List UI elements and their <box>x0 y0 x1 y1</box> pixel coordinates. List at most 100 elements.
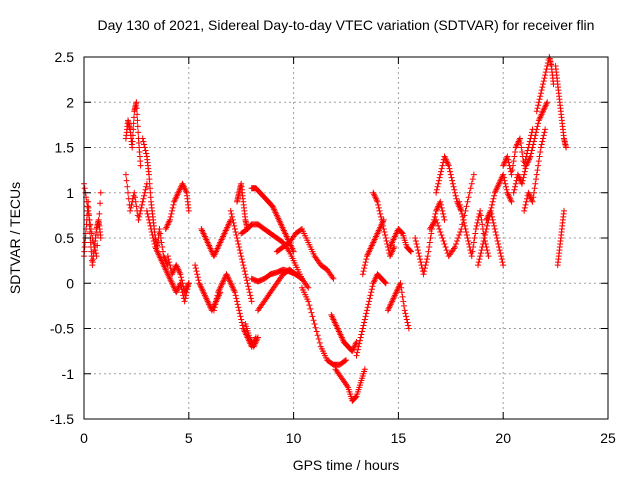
data-point <box>129 144 136 151</box>
data-point <box>471 235 478 241</box>
data-point <box>440 238 447 245</box>
data-point <box>130 120 137 127</box>
data-point <box>436 225 443 232</box>
data-point <box>505 159 512 166</box>
data-point <box>505 156 512 163</box>
data-point <box>432 210 439 217</box>
series-arc-23h <box>552 63 570 151</box>
data-point <box>477 250 484 257</box>
data-point <box>421 265 428 272</box>
data-point <box>236 244 243 251</box>
data-point <box>369 283 376 290</box>
data-point <box>234 235 241 241</box>
data-point <box>458 210 465 217</box>
data-point <box>472 225 479 232</box>
data-point <box>413 241 420 248</box>
data-point <box>437 198 444 205</box>
data-point <box>539 138 546 145</box>
data-point <box>93 253 100 260</box>
data-point <box>240 262 247 269</box>
data-point <box>235 241 242 248</box>
data-point <box>535 102 542 109</box>
data-point <box>366 295 373 302</box>
data-point <box>81 185 88 192</box>
data-point <box>131 189 138 196</box>
data-point <box>343 357 349 364</box>
data-point <box>139 198 146 205</box>
data-point <box>477 253 484 260</box>
data-point <box>497 250 504 257</box>
data-point <box>210 307 217 314</box>
data-point <box>361 316 368 323</box>
data-point <box>484 219 491 226</box>
data-point <box>150 235 157 241</box>
data-point <box>398 284 405 291</box>
data-point <box>451 186 458 193</box>
data-point <box>479 221 486 228</box>
data-point <box>422 262 429 269</box>
series-arc-13h <box>353 271 389 359</box>
data-point <box>92 250 99 257</box>
data-point <box>183 292 190 299</box>
series-arc-10h <box>273 225 337 282</box>
data-point <box>179 280 186 287</box>
data-point <box>397 280 404 287</box>
data-point <box>484 250 491 257</box>
data-point <box>129 132 136 139</box>
data-point <box>435 222 442 229</box>
data-point <box>137 162 144 169</box>
data-point <box>438 204 445 211</box>
data-point <box>423 259 430 266</box>
data-point <box>316 339 323 346</box>
data-point <box>433 189 440 196</box>
data-point <box>382 235 389 241</box>
data-point <box>437 171 444 178</box>
data-point <box>529 198 536 205</box>
data-point <box>341 357 348 364</box>
data-point <box>425 248 432 255</box>
data-point <box>136 210 143 217</box>
data-point <box>238 256 245 263</box>
data-point <box>462 225 469 232</box>
data-point <box>437 228 444 235</box>
data-point <box>508 171 515 178</box>
data-point <box>306 302 313 309</box>
data-point <box>463 228 470 235</box>
data-point <box>90 241 97 248</box>
data-point <box>481 235 488 241</box>
data-point <box>86 216 93 223</box>
data-point <box>240 265 247 272</box>
data-point <box>434 219 441 226</box>
series-arc-8h-d <box>242 320 261 350</box>
data-point <box>133 105 140 112</box>
data-point <box>127 204 134 211</box>
data-point <box>137 207 144 214</box>
data-point <box>142 186 149 193</box>
data-point <box>185 280 192 287</box>
data-point <box>412 235 419 241</box>
data-point <box>455 235 462 241</box>
data-point <box>438 231 445 238</box>
data-point <box>472 230 479 237</box>
data-point <box>417 256 424 263</box>
data-point <box>470 244 477 251</box>
data-point <box>311 320 318 327</box>
data-point <box>521 168 528 175</box>
data-point <box>130 126 137 133</box>
data-point <box>181 298 188 305</box>
data-point <box>483 225 490 232</box>
data-point <box>533 129 540 136</box>
series-arc-23h-low <box>554 207 567 269</box>
data-point <box>84 203 91 210</box>
series-arc-7h <box>227 207 255 305</box>
data-point <box>536 96 543 103</box>
data-point <box>503 186 510 193</box>
data-point <box>97 200 104 207</box>
data-point <box>403 316 410 323</box>
data-point <box>228 210 235 217</box>
data-point <box>363 310 370 317</box>
data-point <box>414 247 421 254</box>
data-point <box>148 225 155 232</box>
data-point <box>482 231 489 238</box>
data-point <box>129 138 136 145</box>
